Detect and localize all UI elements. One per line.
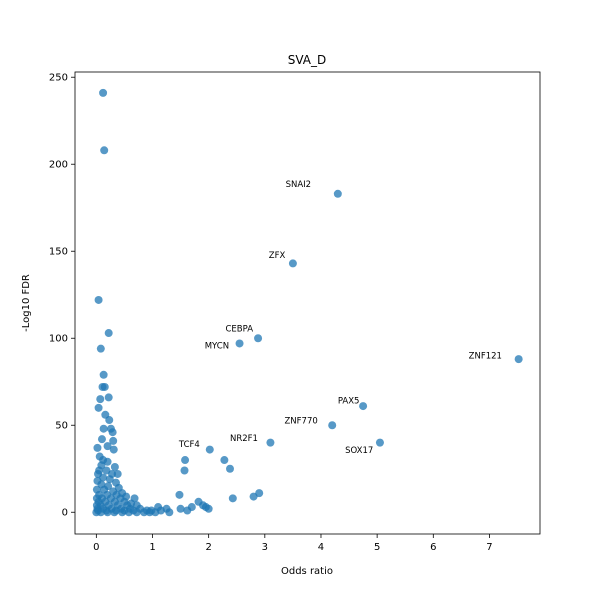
data-point bbox=[176, 504, 185, 513]
data-point bbox=[108, 428, 117, 437]
y-tick-label: 50 bbox=[55, 421, 68, 432]
data-point bbox=[110, 508, 119, 517]
data-point bbox=[96, 508, 105, 517]
data-point bbox=[96, 344, 105, 353]
plot-frame bbox=[74, 71, 541, 535]
x-tick-label: 1 bbox=[149, 542, 155, 553]
data-point bbox=[109, 436, 118, 445]
data-point bbox=[99, 88, 108, 97]
data-point bbox=[124, 508, 133, 517]
point-annotation-label: ZNF770 bbox=[284, 417, 317, 427]
x-tick-label: 0 bbox=[93, 542, 99, 553]
data-point bbox=[99, 370, 108, 379]
data-point bbox=[103, 442, 112, 451]
x-tick-label: 7 bbox=[486, 542, 492, 553]
data-point bbox=[226, 464, 234, 473]
y-tick-label: 100 bbox=[49, 334, 68, 345]
point-annotation-label: ZFX bbox=[269, 251, 286, 261]
data-point bbox=[94, 295, 103, 304]
point-annotation-label: SNAI2 bbox=[286, 180, 311, 190]
data-point bbox=[175, 490, 184, 499]
point-annotation-label: TCF4 bbox=[178, 440, 200, 450]
y-axis-label: -Log10 FDR bbox=[21, 274, 32, 332]
data-point bbox=[103, 457, 112, 466]
data-point bbox=[255, 489, 264, 498]
x-axis-label: Odds ratio bbox=[281, 566, 333, 577]
data-point bbox=[514, 355, 523, 364]
data-point bbox=[154, 503, 163, 512]
data-point bbox=[104, 329, 113, 338]
data-point bbox=[140, 508, 149, 517]
data-point bbox=[235, 339, 244, 348]
plot-area: SNAI2 ZFX CEBPA MYCN ZNF121 PAX5 ZNF770 NR2F1 TC… bbox=[92, 88, 523, 517]
data-point bbox=[181, 456, 190, 465]
data-point bbox=[109, 445, 118, 454]
data-point bbox=[165, 508, 174, 517]
data-point bbox=[113, 469, 122, 478]
point-annotation-label: ZNF121 bbox=[469, 351, 502, 361]
data-point bbox=[145, 508, 154, 517]
point-annotation-label: SOX17 bbox=[345, 446, 373, 456]
x-tick-label: 6 bbox=[430, 542, 436, 553]
data-point bbox=[93, 443, 102, 452]
data-point bbox=[110, 463, 119, 472]
data-point bbox=[104, 393, 113, 402]
data-point bbox=[99, 424, 108, 433]
data-point bbox=[328, 421, 337, 430]
data-point bbox=[105, 475, 114, 484]
x-tick-label: 4 bbox=[318, 542, 324, 553]
x-tick-label: 3 bbox=[262, 542, 268, 553]
x-tick-label: 2 bbox=[205, 542, 211, 553]
y-tick-label: 250 bbox=[49, 73, 68, 84]
y-tick-label: 150 bbox=[49, 247, 68, 258]
data-point bbox=[228, 494, 237, 503]
data-point bbox=[266, 438, 275, 447]
data-point bbox=[94, 403, 103, 412]
data-point bbox=[132, 508, 141, 517]
y-tick-label: 0 bbox=[62, 508, 68, 519]
data-point bbox=[103, 508, 112, 517]
point-annotation-label: MYCN bbox=[205, 342, 229, 352]
data-point bbox=[180, 466, 189, 475]
data-point bbox=[187, 503, 196, 512]
data-point bbox=[100, 382, 109, 391]
data-point bbox=[288, 259, 297, 268]
data-point bbox=[205, 445, 214, 454]
point-annotation-label: NR2F1 bbox=[230, 434, 258, 444]
data-point bbox=[333, 189, 342, 198]
point-annotation-label: PAX5 bbox=[338, 396, 360, 406]
data-point bbox=[220, 456, 229, 465]
x-tick-label: 5 bbox=[374, 542, 380, 553]
data-point bbox=[254, 334, 263, 343]
data-point bbox=[118, 508, 127, 517]
data-point bbox=[100, 146, 109, 155]
y-tick-label: 200 bbox=[49, 160, 68, 171]
axes: 0 1 2 3 4 5 6 7 0 50 100 150 200 250 bbox=[49, 73, 493, 553]
data-point bbox=[375, 438, 384, 447]
chart-title: SVA_D bbox=[288, 53, 327, 67]
data-point bbox=[105, 416, 114, 425]
data-point bbox=[97, 435, 106, 444]
data-point bbox=[204, 504, 213, 513]
data-point bbox=[96, 395, 105, 404]
point-annotation-label: CEBPA bbox=[226, 324, 254, 334]
data-point bbox=[359, 402, 368, 411]
